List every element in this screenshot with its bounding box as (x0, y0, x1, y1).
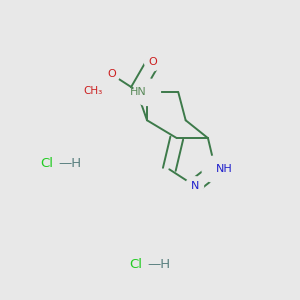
Text: O: O (148, 57, 157, 67)
Text: CH₃: CH₃ (83, 85, 102, 96)
Text: Cl: Cl (129, 258, 142, 271)
Text: NH: NH (215, 164, 232, 174)
Text: O: O (107, 69, 116, 79)
Text: HN: HN (130, 87, 147, 97)
Text: —H: —H (147, 258, 170, 271)
Text: N: N (190, 181, 199, 191)
Circle shape (134, 79, 161, 105)
Text: Cl: Cl (40, 157, 53, 170)
Circle shape (89, 77, 116, 104)
Text: —H: —H (58, 157, 81, 170)
Circle shape (186, 177, 203, 195)
Circle shape (202, 156, 229, 183)
Circle shape (145, 54, 161, 70)
Circle shape (103, 66, 120, 82)
